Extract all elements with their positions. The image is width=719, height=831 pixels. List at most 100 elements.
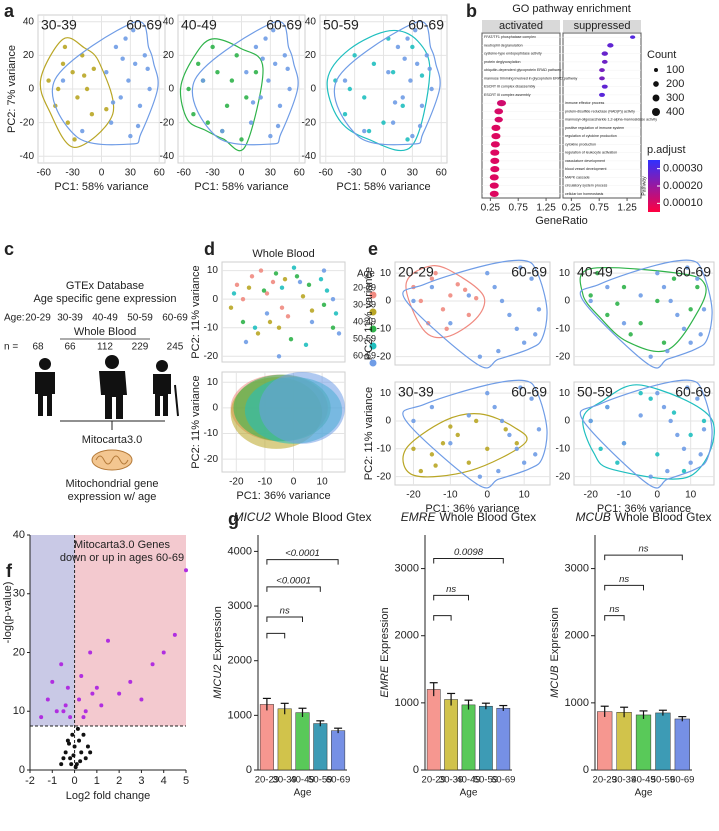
point xyxy=(400,95,405,100)
y-tick-label: -20 xyxy=(377,471,392,482)
point xyxy=(429,86,434,92)
x-tick-label: -30 xyxy=(65,168,80,179)
database-label: Mitocarta3.0 xyxy=(82,434,143,446)
point xyxy=(306,282,312,288)
bracket xyxy=(433,558,504,564)
x-tick-label: 4 xyxy=(161,775,167,787)
x-tick-label: 0 xyxy=(99,168,105,179)
point xyxy=(210,44,215,50)
point xyxy=(85,744,90,749)
point xyxy=(270,279,276,285)
point xyxy=(240,319,246,325)
bar xyxy=(259,704,274,771)
y-tick-label: 40 xyxy=(23,16,35,27)
point xyxy=(514,441,519,446)
legend-label: 60-69 xyxy=(675,384,711,400)
point xyxy=(411,446,416,452)
y-tick-label: 10 xyxy=(207,265,219,276)
point xyxy=(336,331,342,336)
point xyxy=(366,128,372,134)
point xyxy=(80,128,85,134)
point xyxy=(499,418,505,424)
point xyxy=(258,268,264,273)
x-tick-label: 0.75 xyxy=(508,203,528,214)
point xyxy=(342,112,348,117)
point xyxy=(492,404,497,410)
legend-swatch xyxy=(369,325,377,333)
y-tick-label: 20 xyxy=(163,50,175,61)
point xyxy=(628,332,633,337)
point xyxy=(137,103,143,109)
title-gene: EMRE xyxy=(401,510,437,524)
plot-area xyxy=(394,261,551,366)
dot xyxy=(494,108,504,115)
y-axis-label: PC2: 11% variance xyxy=(363,387,375,480)
dot xyxy=(490,149,500,156)
point xyxy=(648,474,653,479)
x-tick-label: 0 xyxy=(381,168,387,179)
point xyxy=(411,418,416,424)
colorbar-label: 0.00030 xyxy=(663,163,703,175)
age-group: 20-29 xyxy=(25,313,51,324)
chart-title: MCUB Whole Blood Gtex xyxy=(575,510,711,524)
point xyxy=(84,86,90,92)
legend-label: 60-69 xyxy=(126,17,162,33)
point xyxy=(615,460,620,465)
point xyxy=(655,270,660,276)
size-legend-dot xyxy=(652,94,660,102)
plot-area xyxy=(221,261,346,363)
panel-letter: b xyxy=(466,1,477,21)
point xyxy=(408,78,413,83)
point xyxy=(54,709,59,714)
point xyxy=(228,305,234,310)
point xyxy=(39,715,44,720)
y-tick-label: 0 xyxy=(246,764,252,776)
y-tick-label: -20 xyxy=(556,471,571,482)
x-tick-label: 50-59 xyxy=(651,775,675,786)
point xyxy=(605,404,610,410)
panel-letter: g xyxy=(228,509,239,529)
x-tick-label: 1.25 xyxy=(536,203,556,214)
age-group: 30-39 xyxy=(57,313,83,324)
ylabel-gene: MICU2 xyxy=(212,665,224,699)
point xyxy=(59,662,64,667)
x-tick-label: 0 xyxy=(291,477,297,488)
legend-label: 20-29 xyxy=(398,264,434,280)
point xyxy=(536,427,542,432)
y-tick-label: 3000 xyxy=(228,600,252,612)
point xyxy=(318,276,324,282)
y-tick-label: 0 xyxy=(564,416,570,427)
point xyxy=(661,284,667,290)
point xyxy=(433,463,438,468)
x-axis-label: PC1: 58% variance xyxy=(194,181,288,193)
point xyxy=(264,311,270,316)
bracket-label: ns xyxy=(280,605,290,616)
bracket xyxy=(266,586,321,592)
ylabel-gene: EMRE xyxy=(379,665,391,697)
y-tick-label: 40 xyxy=(163,16,175,27)
legend-label: 50-59 xyxy=(577,384,613,400)
point xyxy=(215,69,220,75)
size-legend-dot xyxy=(652,108,660,116)
point xyxy=(260,56,265,61)
point xyxy=(701,427,707,432)
x-tick-label: -30 xyxy=(347,168,362,179)
point xyxy=(277,103,283,109)
bracket-label: ns xyxy=(638,544,648,555)
point xyxy=(113,44,119,50)
point xyxy=(243,339,249,345)
point xyxy=(253,44,259,50)
point xyxy=(477,474,483,479)
x-tick-label: 1.25 xyxy=(617,203,637,214)
point xyxy=(70,732,75,737)
term-label: MAPK cascade xyxy=(565,175,590,179)
point xyxy=(499,298,505,304)
point xyxy=(410,44,415,50)
point xyxy=(655,452,660,457)
y-tick-label: -10 xyxy=(204,428,219,439)
hull xyxy=(402,259,548,369)
plot-area xyxy=(481,32,561,199)
y-tick-label: -10 xyxy=(377,323,392,334)
bracket-label: ns xyxy=(446,584,456,595)
title-text: Whole Blood Gtex xyxy=(439,510,536,524)
